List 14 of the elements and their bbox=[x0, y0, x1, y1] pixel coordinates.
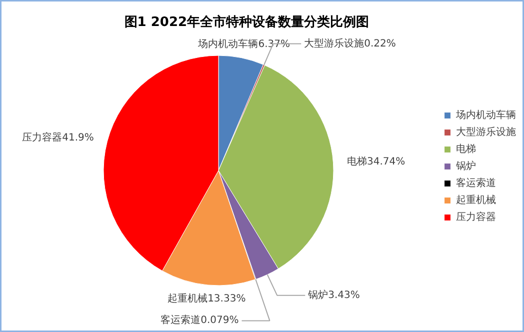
data-label: 大型游乐设施0.22% bbox=[304, 37, 396, 50]
legend-label: 场内机动车辆 bbox=[456, 108, 516, 122]
legend-label: 起重机械 bbox=[456, 194, 496, 207]
legend-label: 大型游乐设施 bbox=[456, 126, 516, 139]
legend-label: 电梯 bbox=[456, 142, 476, 156]
legend-label: 客运索道 bbox=[456, 176, 496, 190]
data-label: 起重机械13.33% bbox=[168, 292, 246, 304]
legend-label: 压力容器 bbox=[456, 210, 496, 224]
data-label: 电梯34.74% bbox=[347, 155, 406, 168]
legend-label: 锅炉 bbox=[456, 160, 476, 173]
data-label: 客运索道0.079% bbox=[160, 314, 239, 326]
data-label: 锅炉3.43% bbox=[307, 288, 360, 301]
data-label: 压力容器41.9% bbox=[22, 131, 94, 144]
chart-title: 图1 2022年全市特种设备数量分类比例图 bbox=[124, 14, 370, 30]
